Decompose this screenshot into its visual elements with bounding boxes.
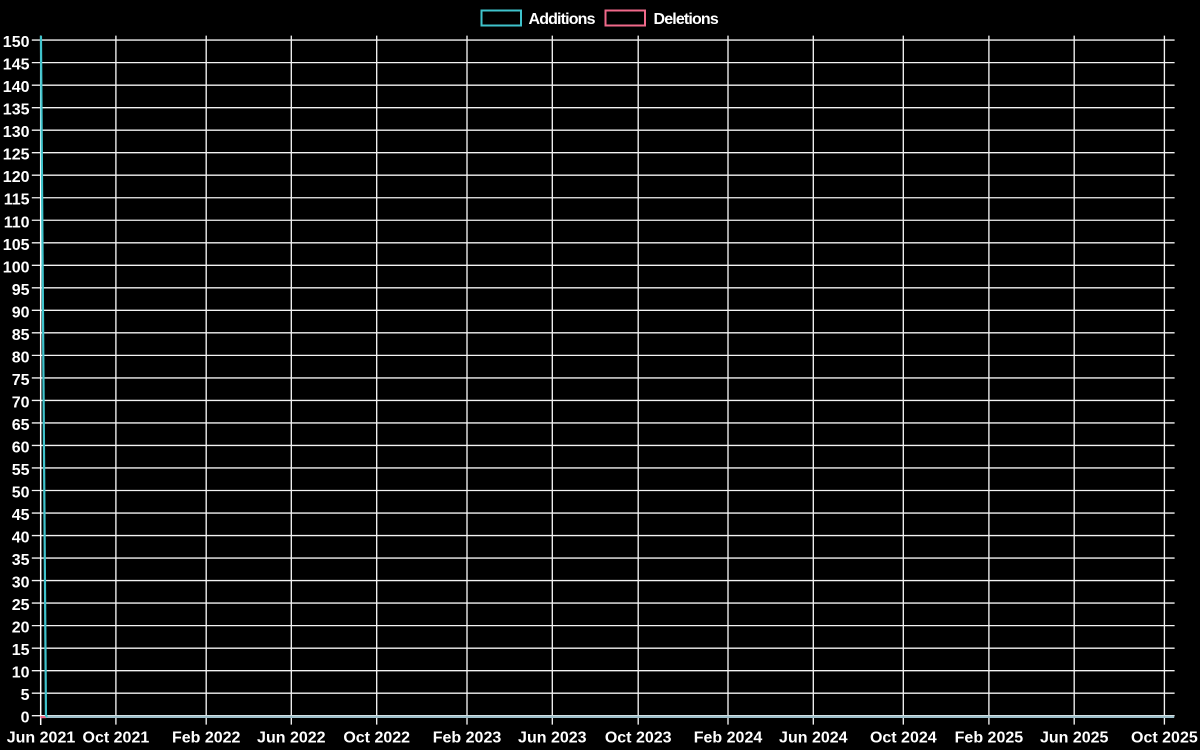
svg-text:115: 115 — [4, 192, 30, 209]
svg-text:Jun 2024: Jun 2024 — [779, 730, 848, 747]
svg-text:100: 100 — [3, 259, 30, 276]
svg-text:75: 75 — [12, 372, 30, 389]
svg-text:Oct 2024: Oct 2024 — [870, 730, 937, 747]
svg-text:15: 15 — [12, 642, 30, 659]
svg-text:10: 10 — [12, 665, 30, 682]
svg-text:0: 0 — [21, 710, 30, 727]
svg-text:105: 105 — [3, 237, 30, 254]
svg-text:140: 140 — [3, 79, 30, 96]
svg-text:45: 45 — [12, 507, 30, 524]
svg-text:Feb 2025: Feb 2025 — [955, 730, 1024, 747]
svg-text:Oct 2023: Oct 2023 — [605, 730, 672, 747]
svg-text:85: 85 — [12, 327, 30, 344]
svg-text:Jun 2021: Jun 2021 — [7, 730, 76, 747]
svg-text:135: 135 — [3, 102, 30, 119]
svg-text:Jun 2022: Jun 2022 — [257, 730, 326, 747]
svg-text:110: 110 — [4, 214, 30, 231]
svg-text:Oct 2022: Oct 2022 — [343, 730, 410, 747]
svg-text:130: 130 — [3, 124, 30, 141]
svg-text:80: 80 — [12, 349, 30, 366]
svg-text:20: 20 — [12, 620, 30, 637]
svg-text:35: 35 — [12, 552, 30, 569]
svg-text:5: 5 — [21, 687, 30, 704]
svg-text:Oct 2025: Oct 2025 — [1131, 730, 1198, 747]
svg-text:30: 30 — [12, 575, 30, 592]
svg-text:Deletions: Deletions — [654, 11, 719, 28]
svg-text:120: 120 — [3, 169, 30, 186]
svg-text:150: 150 — [3, 34, 30, 51]
svg-text:Feb 2024: Feb 2024 — [694, 730, 763, 747]
svg-text:60: 60 — [12, 439, 30, 456]
svg-text:125: 125 — [3, 147, 30, 164]
svg-text:Feb 2022: Feb 2022 — [172, 730, 241, 747]
svg-text:40: 40 — [12, 530, 30, 547]
svg-text:145: 145 — [3, 57, 30, 74]
svg-text:Oct 2021: Oct 2021 — [83, 730, 150, 747]
svg-text:65: 65 — [12, 417, 30, 434]
svg-text:95: 95 — [12, 282, 30, 299]
svg-text:Feb 2023: Feb 2023 — [433, 730, 502, 747]
svg-text:55: 55 — [12, 462, 30, 479]
svg-text:70: 70 — [12, 394, 30, 411]
svg-text:Jun 2023: Jun 2023 — [518, 730, 587, 747]
svg-text:50: 50 — [12, 485, 30, 502]
svg-text:Additions: Additions — [529, 11, 596, 28]
svg-text:90: 90 — [12, 304, 30, 321]
svg-text:Jun 2025: Jun 2025 — [1040, 730, 1109, 747]
svg-text:25: 25 — [12, 597, 30, 614]
